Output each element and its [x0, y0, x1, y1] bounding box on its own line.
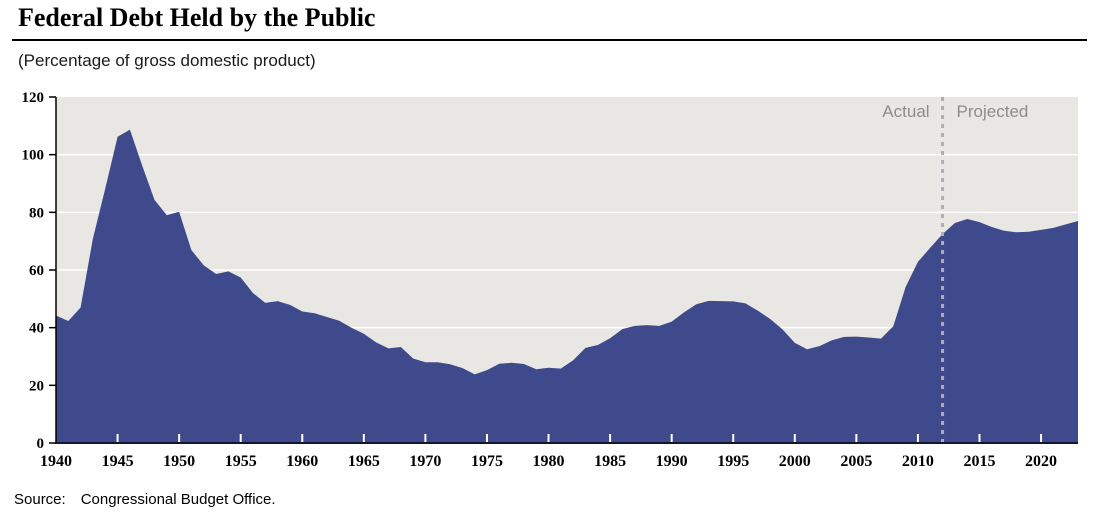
xtick-label-2010: 2010: [902, 453, 934, 470]
xtick-label-1940: 1940: [40, 453, 72, 470]
source-label: Source:: [14, 491, 66, 508]
debt-area-series: [56, 129, 1078, 443]
xtick-label-1975: 1975: [471, 453, 503, 470]
xtick-label-1990: 1990: [656, 453, 688, 470]
xtick-label-2005: 2005: [840, 453, 872, 470]
xtick-label-1980: 1980: [533, 453, 565, 470]
title-divider-rule: [12, 39, 1087, 41]
chart-subtitle: (Percentage of gross domestic product): [18, 51, 316, 70]
ytick-label-80: 80: [29, 205, 44, 221]
ytick-label-60: 60: [29, 263, 44, 279]
page-title: Federal Debt Held by the Public: [18, 3, 376, 32]
xtick-label-2015: 2015: [963, 453, 995, 470]
xtick-label-1950: 1950: [163, 453, 195, 470]
xtick-label-1965: 1965: [348, 453, 380, 470]
xtick-label-1955: 1955: [225, 453, 257, 470]
ytick-label-0: 0: [37, 436, 45, 452]
source-line: Source: Congressional Budget Office.: [14, 491, 276, 508]
projected-label: Projected: [957, 102, 1029, 121]
xtick-label-1960: 1960: [286, 453, 318, 470]
ytick-label-40: 40: [29, 321, 44, 337]
xtick-label-2020: 2020: [1025, 453, 1057, 470]
xtick-label-1945: 1945: [102, 453, 134, 470]
ytick-label-20: 20: [29, 378, 44, 394]
xtick-label-1995: 1995: [717, 453, 749, 470]
ytick-label-100: 100: [22, 148, 45, 164]
xtick-label-2000: 2000: [779, 453, 811, 470]
xtick-label-1985: 1985: [594, 453, 626, 470]
ytick-label-120: 120: [22, 90, 45, 106]
xtick-label-1970: 1970: [409, 453, 441, 470]
actual-label: Actual: [882, 102, 929, 121]
source-text: Congressional Budget Office.: [80, 491, 276, 508]
